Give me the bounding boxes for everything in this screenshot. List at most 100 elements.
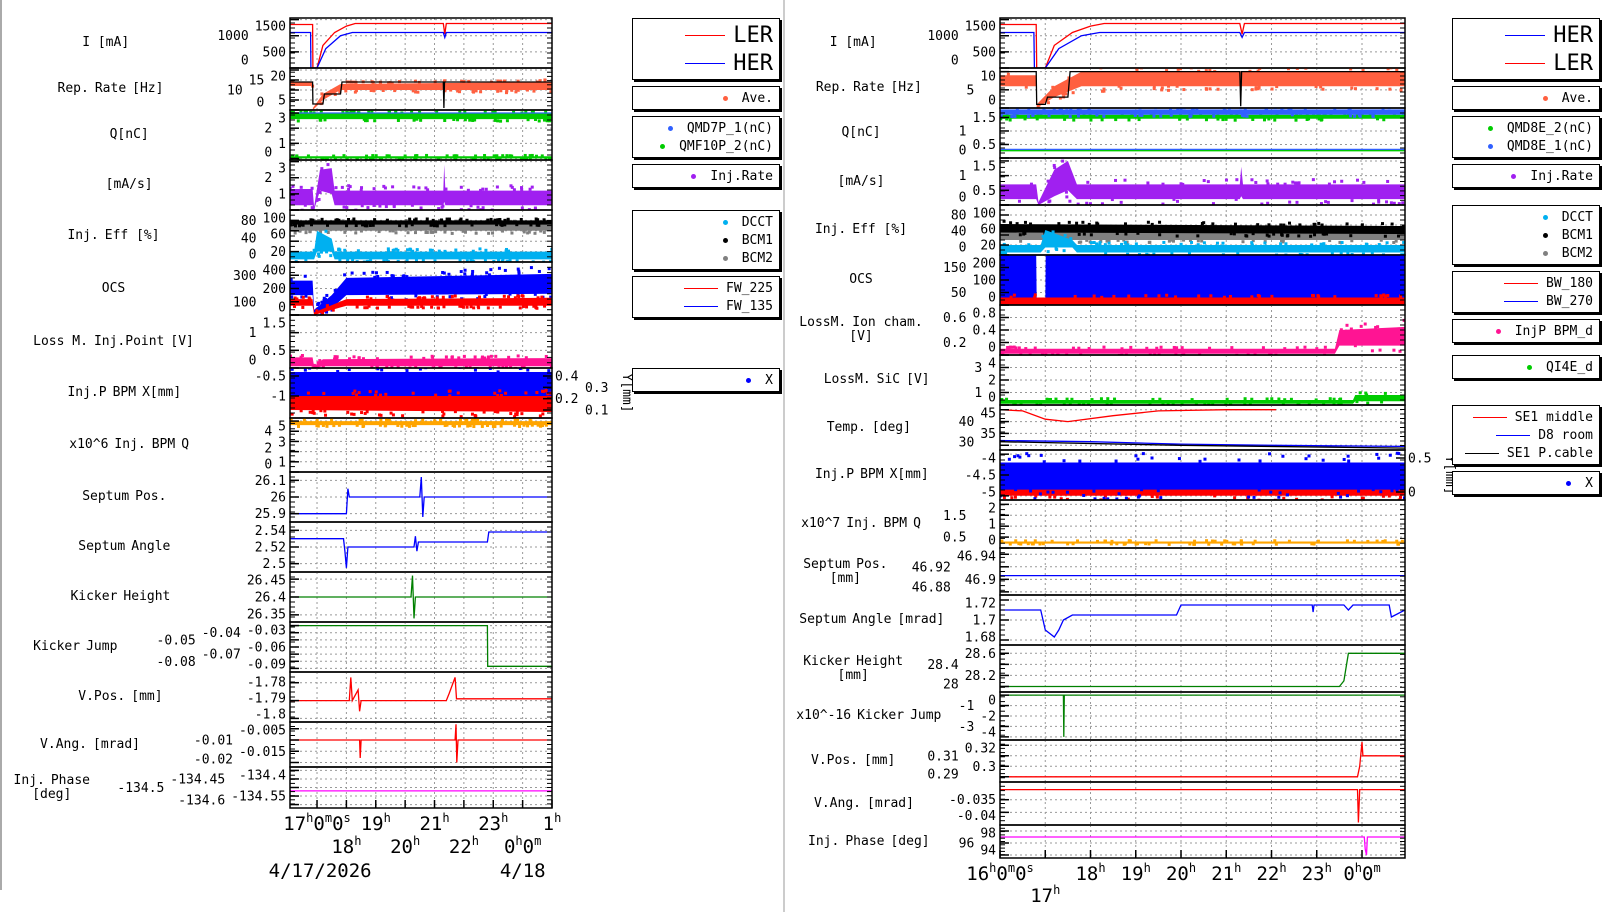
y-tick-label: 20: [270, 245, 286, 260]
data-point: [394, 110, 398, 113]
data-point: [445, 217, 449, 221]
right-tick-label: 0.5: [1408, 452, 1431, 467]
y-tick-label: -3: [959, 720, 975, 735]
data-point: [526, 368, 530, 372]
data-point: [370, 157, 374, 160]
y-tick-label: 0: [264, 196, 272, 211]
data-point: [369, 297, 373, 301]
data-point: [533, 231, 537, 235]
legend-panel-2: QMD8E_2(nC) QMD8E_1(nC): [1452, 116, 1600, 158]
data-point: [1089, 241, 1093, 245]
data-point: [369, 89, 373, 93]
data-point: [1196, 239, 1200, 243]
data-point: [1152, 114, 1156, 118]
data-point: [1071, 542, 1075, 546]
data-point: [454, 248, 458, 252]
data-point: [1285, 234, 1289, 238]
legend-item: FW_135: [639, 297, 773, 315]
data-point: [349, 110, 353, 114]
data-point: [483, 110, 487, 114]
series-line-ler: [1000, 22, 1405, 68]
data-point: [465, 259, 469, 262]
data-point: [1181, 182, 1185, 186]
data-point: [1018, 233, 1022, 237]
data-point: [1180, 403, 1184, 405]
data-point: [1077, 232, 1081, 236]
y-axis-label-line: V.Ang.: [814, 795, 861, 811]
data-point: [435, 296, 439, 300]
data-point: [1327, 182, 1331, 186]
data-point: [1106, 497, 1110, 500]
data-point: [1355, 400, 1359, 404]
data-point: [1375, 87, 1379, 91]
data-point: [1193, 539, 1197, 543]
data-point: [1017, 199, 1021, 203]
legend-item: DCCT: [1459, 208, 1593, 226]
data-point: [469, 204, 473, 208]
data-point: [1288, 200, 1292, 204]
data-point: [1339, 495, 1343, 499]
data-point: [1057, 222, 1061, 226]
y-tick-label: 1: [959, 169, 967, 184]
y-axis-label-line: Septum: [78, 539, 126, 554]
data-point: [504, 365, 508, 368]
data-point: [1146, 181, 1150, 185]
y-axis-label: x10^-16 Kicker Jump: [789, 692, 949, 740]
data-point: [1041, 352, 1045, 355]
legend-item: HER: [639, 49, 773, 77]
data-point: [389, 296, 393, 300]
data-point: [1089, 233, 1093, 237]
y-axis-label: Kicker Jump: [4, 622, 147, 672]
data-point: [345, 206, 349, 210]
data-point: [348, 357, 352, 361]
y-tick-label: 26: [270, 491, 286, 506]
data-point: [1304, 457, 1308, 461]
data-point: [544, 110, 548, 114]
data-point: [1033, 295, 1037, 299]
legend-symbol-line: [1472, 416, 1507, 418]
data-point: [396, 423, 400, 427]
data-point: [1233, 496, 1237, 500]
legend-label: BW_180: [1546, 275, 1593, 291]
data-point: [431, 218, 435, 222]
data-point: [1223, 539, 1227, 543]
data-point: [1141, 452, 1145, 456]
y-tick-label: 0.4: [973, 324, 997, 339]
data-point: [1076, 202, 1080, 205]
legend-panel-9: X: [1452, 471, 1600, 495]
data-point: [384, 418, 388, 422]
y-axis-label-line: Q[nC]: [109, 127, 149, 142]
data-point: [509, 364, 513, 368]
data-point: [1162, 240, 1166, 244]
data-point: [1178, 117, 1182, 121]
data-point: [1156, 489, 1160, 493]
data-point: [461, 229, 465, 233]
data-point: [1102, 114, 1106, 118]
data-point: [518, 425, 522, 429]
data-point: [1190, 398, 1194, 402]
data-point: [1075, 221, 1079, 225]
y-tick-label: 1.5: [973, 160, 996, 175]
data-point: [293, 231, 297, 235]
data-point: [1316, 539, 1320, 543]
legend-label: Inj.Rate: [1530, 168, 1593, 184]
data-point: [1310, 542, 1314, 546]
data-point: [354, 231, 358, 235]
y-axis-label: LossM. Ion cham. [V]: [789, 305, 933, 355]
y-tick-label: -0.04: [957, 809, 996, 824]
data-point: [526, 118, 530, 122]
series-group: [1000, 318, 1405, 355]
data-point: [290, 223, 293, 227]
data-point: [1082, 402, 1086, 405]
y-tick-label: 2: [264, 442, 272, 457]
data-point: [1085, 238, 1089, 242]
data-point: [429, 223, 433, 227]
y-axis-label-line: Phase: [50, 772, 90, 788]
data-point: [505, 89, 509, 93]
data-point: [1152, 84, 1156, 88]
data-point: [365, 259, 369, 262]
data-point: [355, 423, 359, 427]
